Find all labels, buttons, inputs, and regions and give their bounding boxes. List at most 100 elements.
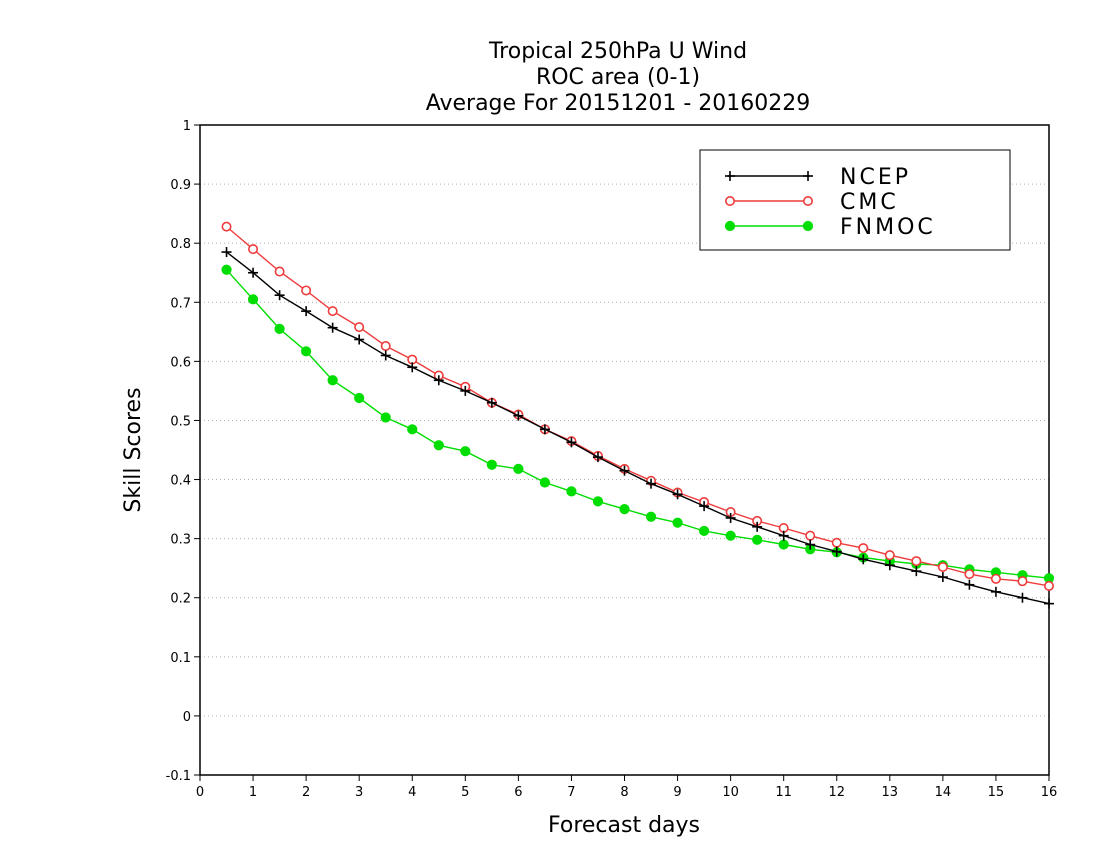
x-tick-label: 8 bbox=[620, 785, 628, 800]
data-point-ncep bbox=[274, 290, 285, 301]
data-point-ncep bbox=[752, 521, 763, 532]
x-tick-label: 12 bbox=[828, 785, 845, 800]
data-point-fnmoc bbox=[380, 412, 391, 423]
x-tick-label: 13 bbox=[882, 785, 899, 800]
grid-lines bbox=[200, 183, 1049, 717]
data-point-fnmoc bbox=[725, 530, 736, 541]
data-point-ncep bbox=[566, 437, 577, 448]
x-tick-label: 2 bbox=[302, 785, 310, 800]
data-point-fnmoc bbox=[672, 517, 683, 528]
y-axis-label: Skill Scores bbox=[121, 387, 146, 512]
y-tick-label: 0.9 bbox=[170, 178, 191, 193]
x-tick-label: 16 bbox=[1041, 785, 1058, 800]
y-tick-label: 0.7 bbox=[170, 296, 191, 311]
data-point-fnmoc bbox=[698, 525, 710, 537]
chart-title-line-1: Tropical 250hPa U Wind bbox=[488, 39, 747, 64]
chart-title-line-3: Average For 20151201 - 20160229 bbox=[426, 91, 811, 116]
data-point-ncep bbox=[407, 362, 418, 373]
y-tick-label: 0.6 bbox=[170, 355, 191, 370]
data-point-fnmoc bbox=[539, 477, 551, 488]
legend-label-cmc: CMC bbox=[840, 190, 899, 215]
data-point-cmc bbox=[990, 573, 1001, 584]
data-point-cmc bbox=[964, 569, 975, 580]
x-tick-label: 5 bbox=[461, 785, 469, 800]
data-point-ncep bbox=[248, 267, 259, 278]
y-tick-label: 0.4 bbox=[170, 474, 191, 489]
data-point-ncep bbox=[725, 512, 736, 523]
data-point-fnmoc bbox=[752, 534, 763, 545]
data-point-ncep bbox=[699, 501, 710, 512]
x-tick-label: 4 bbox=[408, 785, 416, 800]
y-tick-label: 1 bbox=[183, 119, 191, 134]
series-ncep bbox=[221, 247, 1054, 609]
data-point-cmc bbox=[911, 556, 922, 567]
data-point-fnmoc bbox=[247, 294, 259, 305]
data-point-ncep bbox=[460, 385, 471, 396]
data-point-fnmoc bbox=[486, 459, 497, 470]
x-tick-label: 14 bbox=[935, 785, 952, 800]
x-tick-label: 11 bbox=[775, 785, 792, 800]
y-tick-label: 0.3 bbox=[170, 533, 191, 548]
data-point-cmc bbox=[354, 322, 365, 333]
x-tick-label: 0 bbox=[196, 785, 204, 800]
data-point-fnmoc bbox=[354, 392, 365, 404]
data-point-fnmoc bbox=[778, 539, 789, 550]
data-point-fnmoc bbox=[274, 323, 285, 334]
x-axis-label: Forecast days bbox=[548, 813, 700, 838]
data-point-ncep bbox=[964, 579, 975, 590]
data-point-cmc bbox=[380, 340, 391, 351]
x-tick-label: 10 bbox=[722, 785, 739, 800]
data-point-ncep bbox=[619, 465, 630, 476]
data-point-fnmoc bbox=[301, 346, 312, 357]
x-tick-label: 9 bbox=[673, 785, 681, 800]
data-point-ncep bbox=[486, 397, 497, 408]
x-tick-label: 6 bbox=[514, 785, 522, 800]
data-point-fnmoc bbox=[327, 375, 338, 386]
legend-marker-cmc bbox=[724, 196, 735, 207]
series-fnmoc bbox=[221, 264, 1055, 584]
data-point-cmc bbox=[884, 550, 895, 561]
series-line-cmc bbox=[226, 226, 1050, 587]
data-point-cmc bbox=[805, 530, 816, 541]
data-point-cmc bbox=[858, 543, 869, 554]
data-point-ncep bbox=[1017, 592, 1028, 603]
data-point-ncep bbox=[778, 530, 789, 541]
y-tick-label: -0.1 bbox=[166, 769, 191, 784]
data-point-fnmoc bbox=[645, 511, 657, 522]
x-tick-label: 1 bbox=[249, 785, 257, 800]
data-point-cmc bbox=[937, 561, 948, 572]
data-point-ncep bbox=[672, 489, 683, 500]
data-point-ncep bbox=[805, 539, 816, 550]
legend-marker-fnmoc bbox=[802, 220, 814, 232]
legend-marker-fnmoc bbox=[724, 220, 736, 232]
data-point-ncep bbox=[380, 350, 391, 361]
data-point-ncep bbox=[592, 452, 603, 463]
data-point-fnmoc bbox=[566, 486, 577, 497]
data-point-cmc bbox=[301, 285, 312, 296]
data-point-cmc bbox=[831, 537, 842, 548]
data-point-cmc bbox=[327, 306, 338, 317]
data-point-ncep bbox=[221, 247, 232, 258]
data-point-fnmoc bbox=[433, 440, 444, 451]
data-point-fnmoc bbox=[513, 463, 524, 475]
data-point-fnmoc bbox=[592, 496, 604, 507]
y-tick-label: 0.5 bbox=[170, 414, 191, 429]
data-point-ncep bbox=[327, 322, 338, 333]
data-point-ncep bbox=[1044, 598, 1054, 609]
data-point-cmc bbox=[274, 266, 285, 277]
x-tick-label: 7 bbox=[567, 785, 575, 800]
data-point-ncep bbox=[513, 410, 524, 421]
data-point-ncep bbox=[911, 566, 922, 577]
data-point-ncep bbox=[301, 306, 312, 317]
legend-label-fnmoc: FNMOC bbox=[840, 215, 936, 240]
data-point-fnmoc bbox=[407, 424, 418, 435]
data-point-ncep bbox=[831, 546, 842, 557]
x-tick-label: 15 bbox=[988, 785, 1005, 800]
series-cmc bbox=[221, 221, 1055, 591]
data-point-ncep bbox=[937, 572, 948, 583]
chart-title-line-2: ROC area (0-1) bbox=[536, 65, 700, 90]
series-line-fnmoc bbox=[225, 269, 1050, 579]
legend-label-ncep: NCEP bbox=[840, 165, 911, 190]
